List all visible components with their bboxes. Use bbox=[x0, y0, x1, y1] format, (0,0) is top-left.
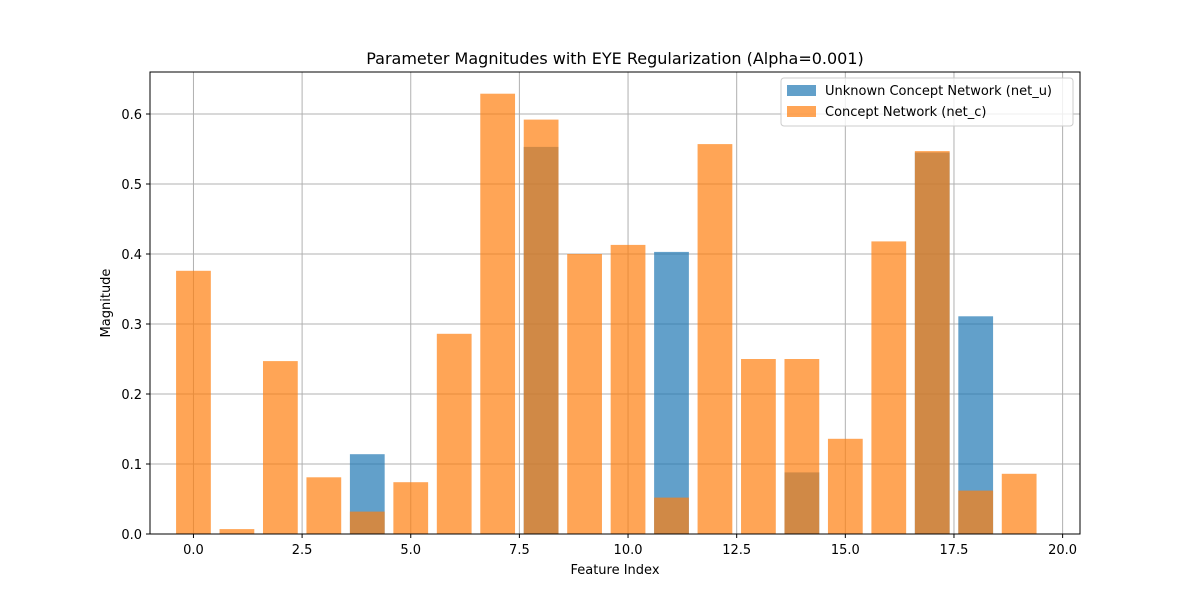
bar-net-c bbox=[1001, 473, 1037, 534]
x-tick-label: 0.0 bbox=[183, 543, 204, 558]
bar-net-c bbox=[871, 241, 907, 534]
bar-net-c bbox=[654, 497, 689, 534]
bar-net-c bbox=[567, 254, 602, 534]
legend-swatch-net-u bbox=[787, 85, 816, 96]
bar-net-c bbox=[697, 144, 733, 534]
legend: Unknown Concept Network (net_u) Concept … bbox=[780, 77, 1074, 127]
bar-net-c bbox=[436, 333, 472, 534]
bar-net-c bbox=[219, 529, 255, 534]
bar-net-c bbox=[827, 438, 863, 534]
bar-net-c bbox=[914, 151, 950, 534]
y-tick-label: 0.6 bbox=[121, 108, 142, 123]
bars-layer bbox=[176, 93, 1037, 534]
x-tick-label: 15.0 bbox=[831, 543, 860, 558]
bar-net-u bbox=[654, 251, 689, 534]
x-axis-label: Feature Index bbox=[570, 563, 659, 578]
bar-net-c bbox=[958, 490, 994, 534]
x-tick-label: 2.5 bbox=[292, 543, 313, 558]
legend-box bbox=[780, 77, 1074, 127]
bar-net-c bbox=[741, 359, 776, 534]
legend-label-net-u: Unknown Concept Network (net_u) bbox=[825, 84, 1052, 99]
x-tick-label: 12.5 bbox=[722, 543, 751, 558]
bar-net-c bbox=[784, 359, 820, 534]
legend-swatch-net-c bbox=[787, 106, 816, 117]
bar-net-c bbox=[262, 361, 298, 534]
bar-net-c bbox=[349, 511, 385, 534]
bar-net-c bbox=[393, 482, 429, 534]
x-tick-label: 7.5 bbox=[509, 543, 530, 558]
plot-frame bbox=[149, 71, 1081, 535]
ticks-layer: 0.0 2.5 5.0 7.5 10.0 12.5 15.0 17.5 20.0 0.0 0.1 0.… bbox=[121, 108, 1077, 558]
bar-net-c bbox=[610, 244, 646, 534]
y-tick-label: 0.5 bbox=[121, 178, 142, 193]
x-tick-label: 20.0 bbox=[1048, 543, 1077, 558]
y-tick-label: 0.2 bbox=[121, 388, 142, 403]
y-axis-label: Magnitude bbox=[99, 269, 114, 338]
bar-net-c bbox=[480, 93, 516, 534]
bar-net-c bbox=[523, 119, 559, 534]
x-tick-label: 5.0 bbox=[400, 543, 421, 558]
y-tick-label: 0.3 bbox=[121, 318, 142, 333]
x-tick-label: 17.5 bbox=[939, 543, 968, 558]
chart-title: Parameter Magnitudes with EYE Regulariza… bbox=[366, 49, 864, 68]
y-tick-label: 0.1 bbox=[121, 458, 142, 473]
bar-net-c bbox=[306, 477, 342, 534]
x-tick-label: 10.0 bbox=[614, 543, 643, 558]
y-tick-label: 0.0 bbox=[121, 528, 142, 543]
legend-label-net-c: Concept Network (net_c) bbox=[825, 105, 986, 120]
y-tick-label: 0.4 bbox=[121, 248, 142, 263]
bar-net-c bbox=[176, 270, 211, 534]
